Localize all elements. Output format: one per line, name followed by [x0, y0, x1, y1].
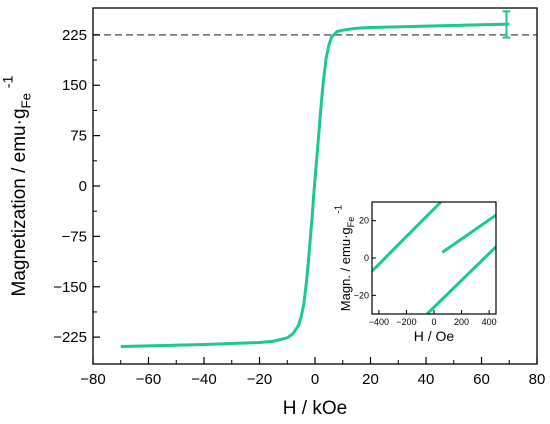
x-tick-label: 40: [418, 371, 435, 388]
y-tick-label: −75: [62, 228, 87, 245]
inset-branch-3: [426, 245, 496, 314]
y-tick-label: 150: [62, 77, 87, 94]
x-tick-label: −40: [191, 371, 216, 388]
x-tick-label: −20: [247, 371, 272, 388]
inset-y-axis-label-main: Magn. / emu·g: [338, 227, 353, 311]
main-plot: −80 −60 −40 −20 0 20 40 60 80−225−150−7507515022…: [1, 7, 546, 419]
inset-x-tick-label: −200: [396, 317, 416, 327]
magnetization-curve: [120, 22, 510, 348]
x-tick-label: 0: [311, 371, 319, 388]
x-tick-label: −80: [80, 371, 105, 388]
inset-y-axis-label-superscript: -1: [334, 205, 345, 214]
inset-y-axis-label-subscript: Fe: [346, 217, 356, 228]
x-tick-label: 20: [362, 371, 379, 388]
y-axis-label: Magnetization / emu·gFe-1: [1, 75, 34, 296]
inset-series-group: [372, 202, 496, 314]
y-axis-label-main: Magnetization / emu·g: [9, 108, 30, 296]
y-tick-label: −225: [53, 329, 87, 346]
inset-x-tick-label: 0: [431, 317, 436, 327]
y-axis-label-subscript: Fe: [19, 93, 34, 109]
inset-y-tick-label: 0: [364, 253, 369, 263]
inset-y-tick-label: −20: [354, 290, 369, 300]
y-tick-label: 225: [62, 27, 87, 44]
y-tick-label: 75: [70, 128, 87, 145]
y-axis-label-superscript: -1: [1, 75, 17, 88]
y-tick-label: 0: [79, 178, 87, 195]
x-tick-label: 80: [529, 371, 546, 388]
inset-x-tick-label: 400: [482, 317, 497, 327]
inset-branch-1: [372, 202, 442, 273]
inset-x-axis-label: H / Oe: [414, 328, 455, 344]
inset-x-tick-label: −400: [369, 317, 389, 327]
y-tick-label: −150: [53, 279, 87, 296]
inset-y-axis-label: Magn. / emu·gFe-1: [334, 205, 356, 311]
inset-x-tick-label: 200: [454, 317, 469, 327]
inset-background: [372, 202, 496, 314]
x-tick-label: 60: [473, 371, 490, 388]
x-axis-label: H / kOe: [283, 398, 347, 419]
inset-y-tick-label: 20: [359, 216, 369, 226]
x-tick-label: −60: [136, 371, 161, 388]
inset-branch-2: [441, 213, 496, 254]
